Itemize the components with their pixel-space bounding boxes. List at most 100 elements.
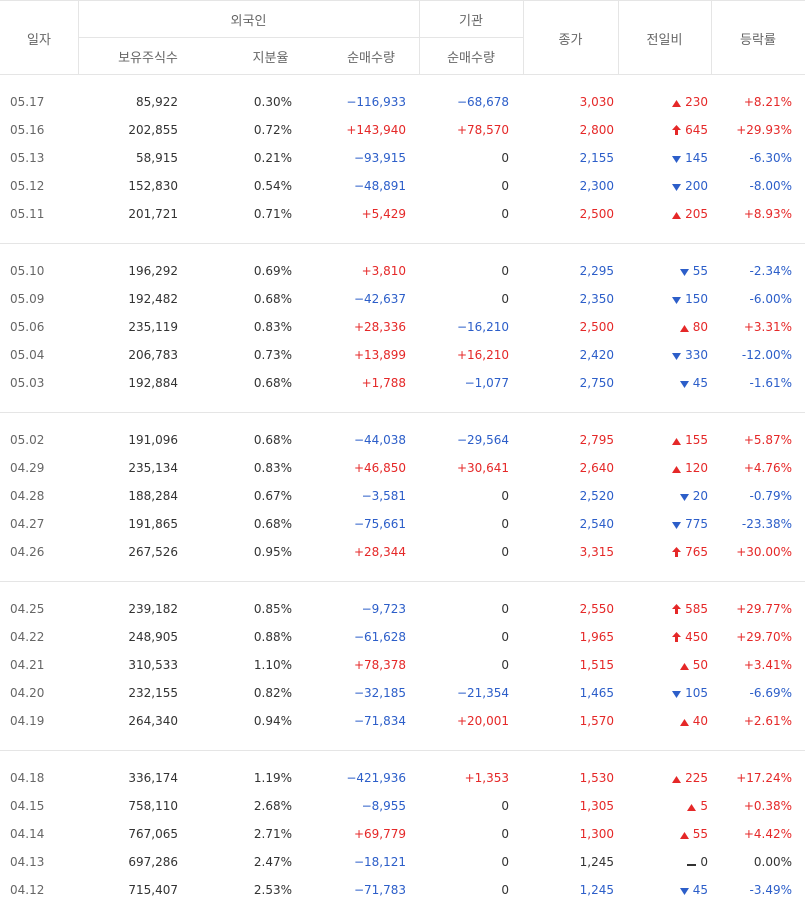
foreign-net: −61,628 [353, 630, 406, 644]
foreign-net: +28,344 [353, 545, 406, 559]
date: 04.21 [10, 658, 45, 672]
close: 2,540 [579, 517, 614, 531]
holdings: 58,915 [136, 151, 178, 165]
holdings: 235,134 [128, 461, 178, 475]
date: 05.16 [10, 123, 45, 137]
change-icon [672, 546, 682, 560]
rate: +17.24% [736, 771, 792, 785]
date: 04.25 [10, 602, 45, 616]
change-value: 225 [685, 771, 708, 785]
inst-net: +20,001 [456, 714, 509, 728]
foreign-net: +78,378 [353, 658, 406, 672]
ratio: 0.85% [253, 602, 292, 616]
inst-net: −29,564 [456, 433, 509, 447]
change-cell: 105 [672, 686, 708, 701]
foreign-net: −71,783 [353, 883, 406, 897]
group-divider [0, 581, 805, 582]
inst-net: +1,353 [464, 771, 509, 785]
foreign-net: +5,429 [361, 207, 406, 221]
holdings: 235,119 [128, 320, 178, 334]
holdings: 201,721 [128, 207, 178, 221]
change-icon [687, 856, 697, 870]
date: 04.13 [10, 855, 45, 869]
change-icon [672, 603, 682, 617]
inst-net: 0 [501, 855, 509, 869]
date: 05.02 [10, 433, 45, 447]
inst-net: 0 [501, 264, 509, 278]
holdings: 310,533 [128, 658, 178, 672]
foreign-net: −8,955 [361, 799, 406, 813]
foreign-net: +143,940 [346, 123, 406, 137]
change-cell: 145 [672, 151, 708, 166]
border [0, 74, 805, 75]
ratio: 0.68% [253, 376, 292, 390]
rate: -8.00% [749, 179, 792, 193]
date: 04.14 [10, 827, 45, 841]
change-cell: 205 [672, 207, 708, 222]
foreign-net: −116,933 [346, 95, 406, 109]
inst-net: 0 [501, 292, 509, 306]
holdings: 85,922 [136, 95, 178, 109]
header: 기관 [459, 14, 483, 29]
holdings: 715,407 [128, 883, 178, 897]
inst-net: 0 [501, 658, 509, 672]
date: 05.09 [10, 292, 45, 306]
foreign-net: −3,581 [361, 489, 406, 503]
ratio: 0.94% [253, 714, 292, 728]
close: 2,500 [579, 207, 614, 221]
close: 1,305 [579, 799, 614, 813]
ratio: 0.83% [253, 461, 292, 475]
border [78, 0, 79, 74]
inst-net: 0 [501, 151, 509, 165]
date: 05.11 [10, 207, 45, 221]
holdings: 196,292 [128, 264, 178, 278]
holdings: 767,065 [128, 827, 178, 841]
holdings: 188,284 [128, 489, 178, 503]
close: 2,795 [579, 433, 614, 447]
border [618, 0, 619, 74]
date: 04.28 [10, 489, 45, 503]
date: 05.17 [10, 95, 45, 109]
close: 1,465 [579, 686, 614, 700]
ratio: 0.82% [253, 686, 292, 700]
holdings: 267,526 [128, 545, 178, 559]
date: 05.12 [10, 179, 45, 193]
change-cell: 45 [679, 376, 708, 391]
ratio: 0.68% [253, 517, 292, 531]
change-value: 5 [700, 799, 708, 813]
group-divider [0, 412, 805, 413]
close: 2,420 [579, 348, 614, 362]
change-value: 0 [700, 855, 708, 869]
foreign-net: −32,185 [353, 686, 406, 700]
date: 05.13 [10, 151, 45, 165]
rate: -3.49% [749, 883, 792, 897]
close: 2,155 [579, 151, 614, 165]
rate: -12.00% [741, 348, 792, 362]
close: 2,640 [579, 461, 614, 475]
change-icon [679, 659, 689, 673]
date: 05.03 [10, 376, 45, 390]
rate: +4.42% [743, 827, 792, 841]
close: 1,570 [579, 714, 614, 728]
change-icon [672, 293, 682, 307]
rate: +8.93% [743, 207, 792, 221]
close: 2,800 [579, 123, 614, 137]
change-cell: 585 [672, 602, 708, 617]
header: 종가 [558, 33, 583, 48]
foreign-net: +46,850 [353, 461, 406, 475]
change-icon [679, 715, 689, 729]
change-cell: 45 [679, 883, 708, 898]
inst-net: 0 [501, 602, 509, 616]
date: 05.10 [10, 264, 45, 278]
rate: +30.00% [736, 545, 792, 559]
change-cell: 225 [672, 771, 708, 786]
rate: -23.38% [741, 517, 792, 531]
rate: -2.34% [749, 264, 792, 278]
foreign-net: −18,121 [353, 855, 406, 869]
change-value: 230 [685, 95, 708, 109]
rate: +3.41% [743, 658, 792, 672]
border [78, 37, 523, 38]
inst-net: 0 [501, 207, 509, 221]
close: 2,300 [579, 179, 614, 193]
